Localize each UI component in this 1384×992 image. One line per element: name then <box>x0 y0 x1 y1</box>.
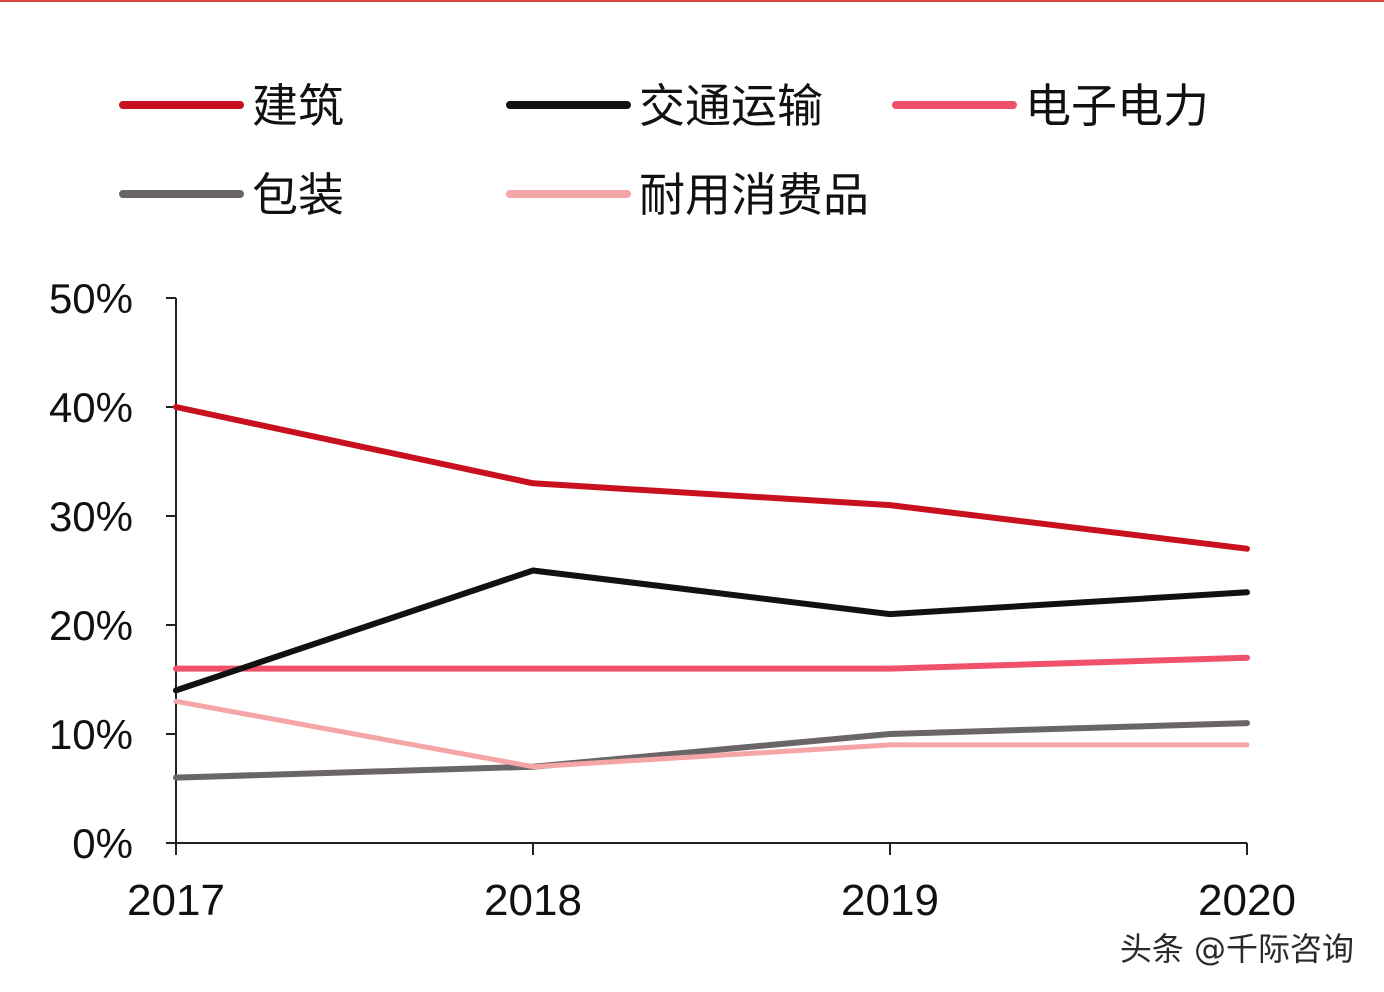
legend-label: 电子电力 <box>1025 79 1209 133</box>
series-line-2 <box>173 654 1250 672</box>
legend-label: 交通运输 <box>639 79 823 133</box>
legend-label: 包装 <box>252 168 344 222</box>
y-tick-label: 30% <box>49 493 133 540</box>
y-tick-label: 40% <box>49 384 133 431</box>
series-line-3 <box>173 720 1250 781</box>
series-line-4 <box>173 698 1250 770</box>
x-tick-label: 2019 <box>841 876 939 925</box>
y-tick-label: 20% <box>49 602 133 649</box>
watermark: 头条 @千际咨询 <box>1119 930 1354 968</box>
series-line-1 <box>173 567 1250 694</box>
y-tick-label: 50% <box>49 275 133 322</box>
x-tick-label: 2020 <box>1198 876 1296 925</box>
x-tick-label: 2018 <box>484 876 582 925</box>
series-line-0 <box>173 404 1250 552</box>
y-tick-label: 0% <box>72 820 133 867</box>
legend-label: 建筑 <box>252 79 344 133</box>
x-tick-label: 2017 <box>127 876 225 925</box>
y-tick-label: 10% <box>49 711 133 758</box>
legend-label: 耐用消费品 <box>639 168 869 222</box>
